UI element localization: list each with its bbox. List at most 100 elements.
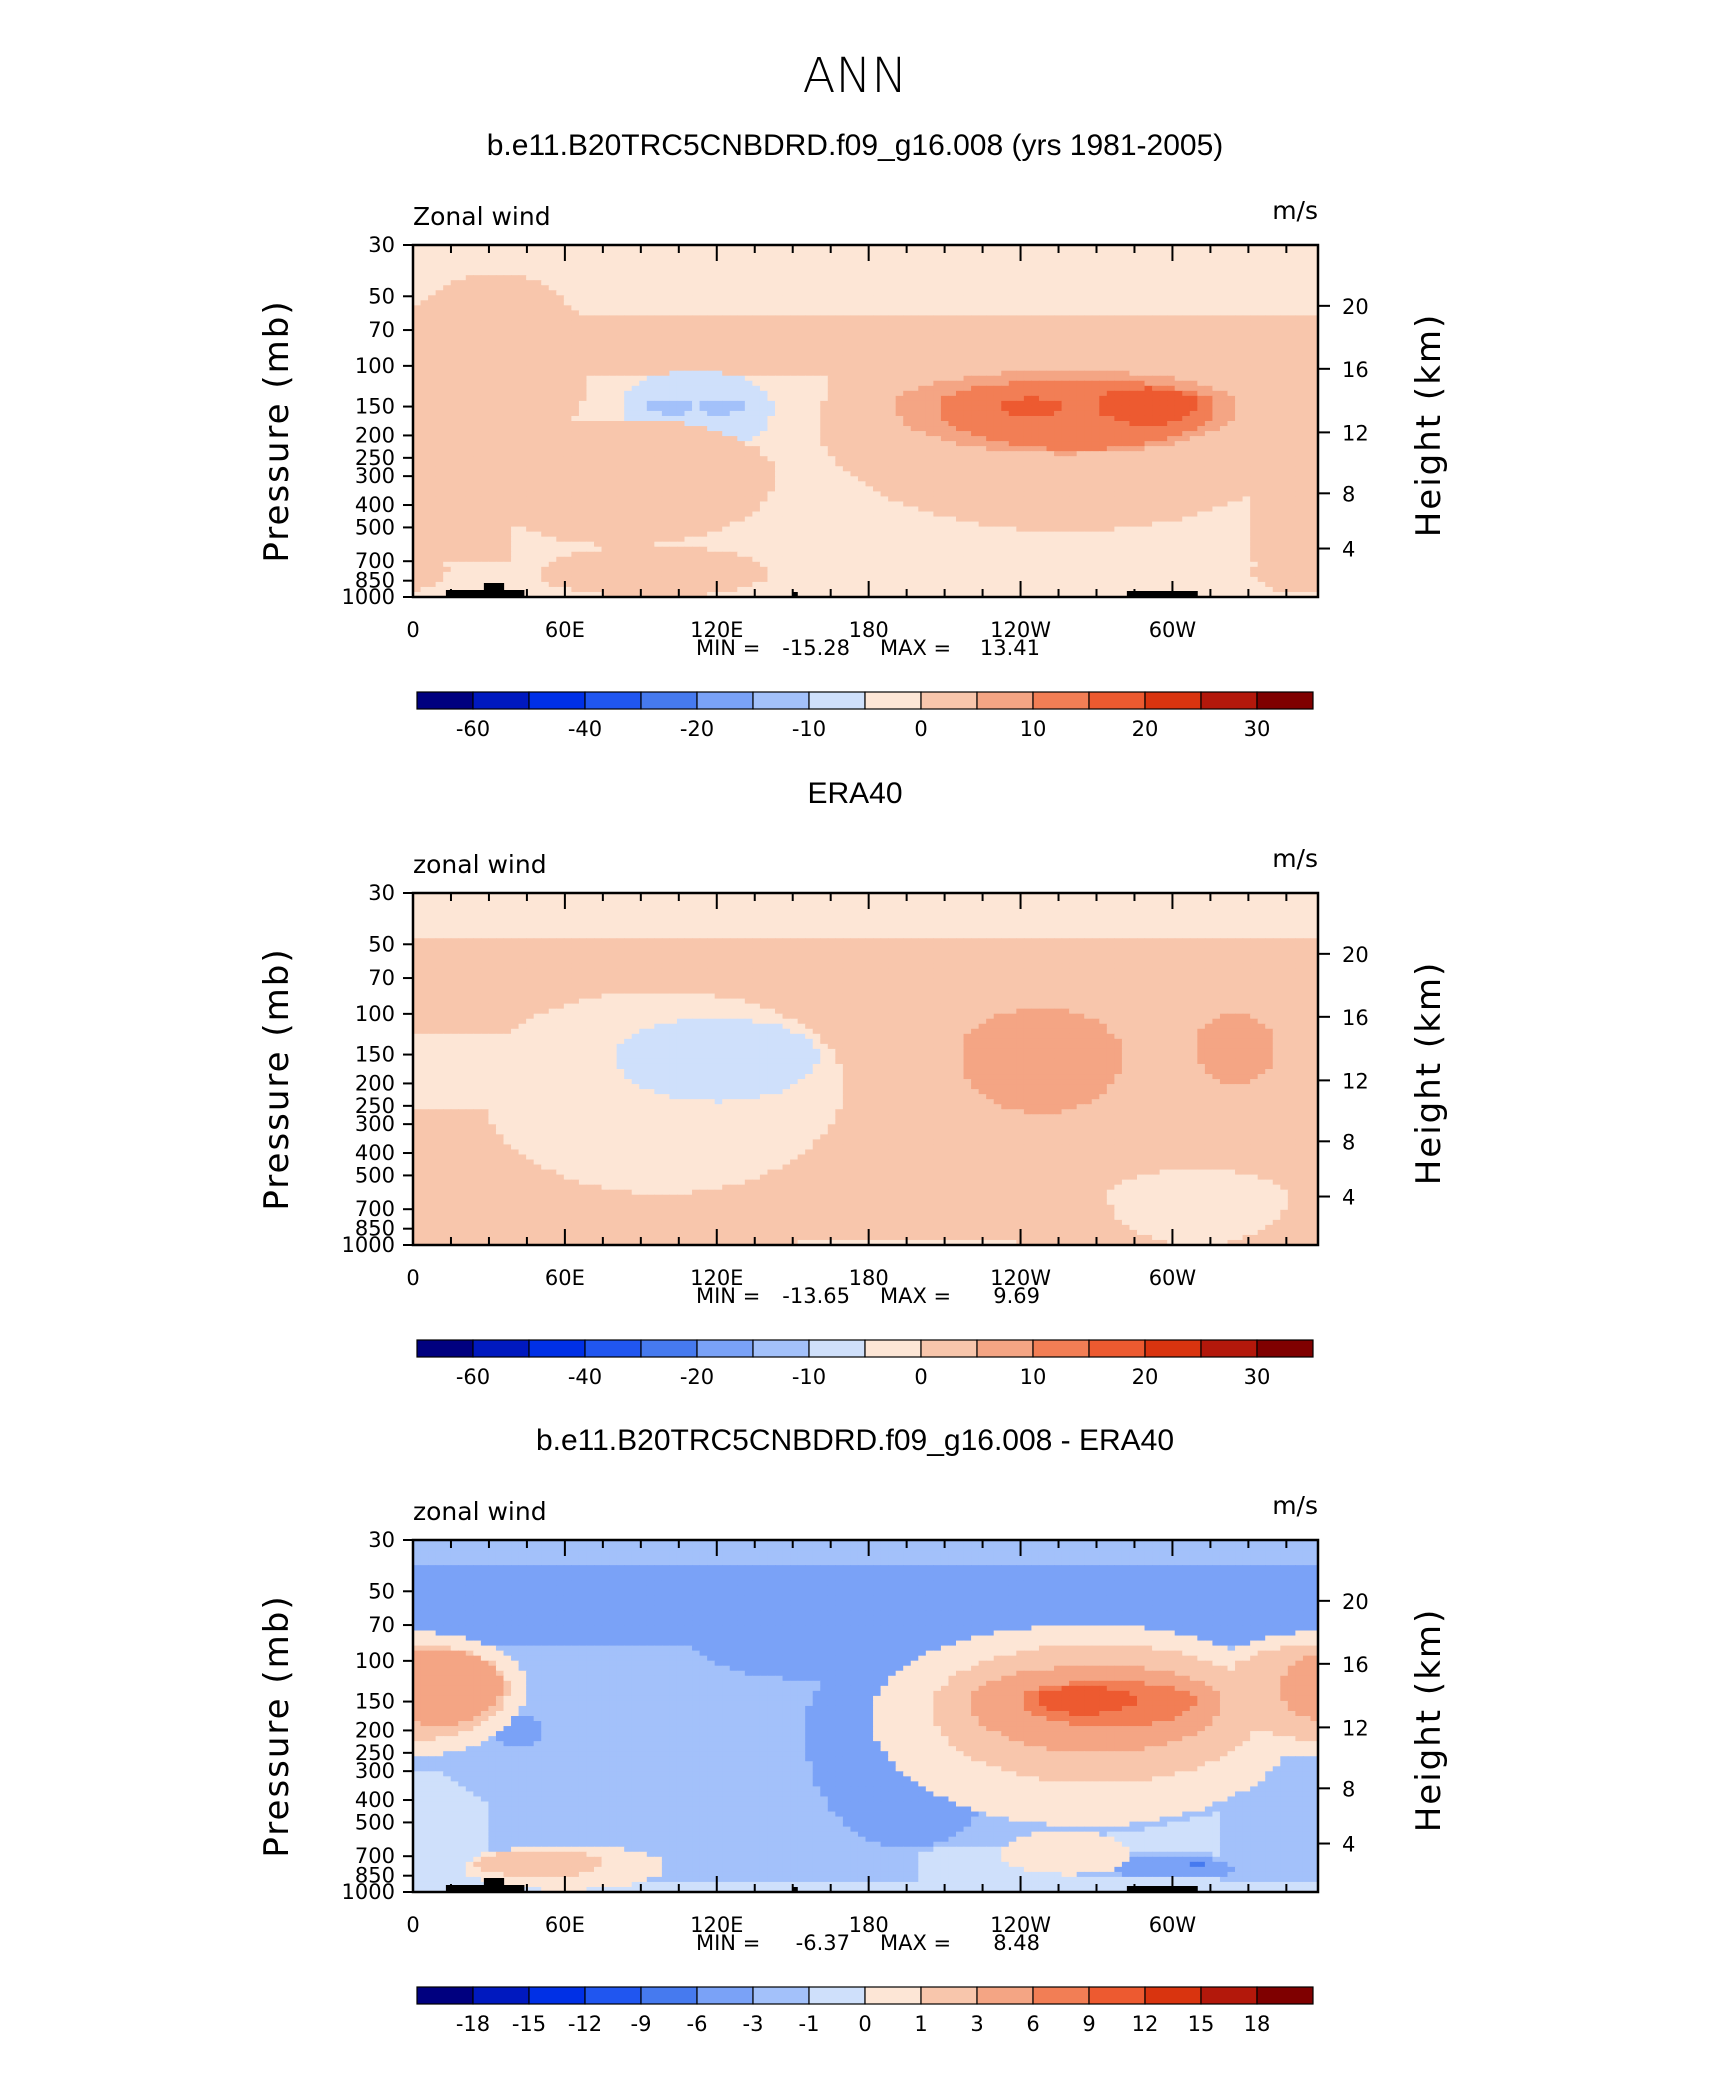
field-cell xyxy=(707,260,716,266)
field-cell xyxy=(692,395,701,402)
field-cell xyxy=(880,345,889,352)
field-cell xyxy=(684,275,693,281)
field-cell xyxy=(556,285,565,291)
field-cell xyxy=(971,370,980,377)
field-cell xyxy=(1023,250,1033,256)
field-cell xyxy=(495,451,505,457)
field-cell xyxy=(1061,431,1070,437)
field-cell xyxy=(548,380,557,387)
field-cell xyxy=(1272,330,1281,337)
field-cell xyxy=(1295,245,1304,251)
field-cell xyxy=(790,415,799,422)
field-cell xyxy=(1219,446,1229,452)
field-cell xyxy=(480,300,490,306)
field-cell xyxy=(1189,270,1198,276)
field-cell xyxy=(556,325,565,332)
field-cell xyxy=(458,370,467,377)
field-cell xyxy=(737,260,746,266)
field-cell xyxy=(752,395,761,402)
field-cell xyxy=(556,415,565,422)
field-cell xyxy=(910,265,919,271)
field-cell xyxy=(1069,395,1078,402)
field-cell xyxy=(1242,441,1251,447)
field-cell xyxy=(571,300,580,306)
field-cell xyxy=(669,320,678,327)
field-cell xyxy=(586,260,595,266)
field-cell xyxy=(737,280,746,286)
field-cell xyxy=(722,315,731,322)
field-cell xyxy=(1114,436,1123,442)
field-cell xyxy=(548,270,557,276)
field-cell xyxy=(503,365,512,372)
field-cell xyxy=(722,390,731,397)
field-cell xyxy=(676,285,686,291)
field-cell xyxy=(1242,290,1251,296)
field-cell xyxy=(616,255,625,261)
field-cell xyxy=(820,275,829,281)
field-cell xyxy=(1212,250,1221,256)
field-cell xyxy=(827,405,836,412)
field-cell xyxy=(759,350,769,357)
field-cell xyxy=(1023,405,1033,412)
field-cell xyxy=(503,360,512,367)
field-cell xyxy=(488,280,497,286)
field-cell xyxy=(978,421,987,427)
field-cell xyxy=(812,426,821,432)
field-cell xyxy=(986,345,995,352)
field-cell xyxy=(1280,340,1289,347)
field-cell xyxy=(1137,380,1146,387)
field-cell xyxy=(1144,300,1153,306)
field-cell xyxy=(956,315,965,322)
field-cell xyxy=(782,260,791,266)
field-cell xyxy=(993,395,1002,402)
field-cell xyxy=(654,405,663,412)
field-cell xyxy=(541,250,550,256)
field-cell xyxy=(1287,350,1296,357)
field-cell xyxy=(857,280,867,286)
field-cell xyxy=(571,380,580,387)
field-cell xyxy=(1302,260,1312,266)
field-cell xyxy=(767,305,776,311)
field-cell xyxy=(827,400,836,407)
field-cell xyxy=(903,310,912,316)
field-cell xyxy=(1182,380,1191,387)
field-cell xyxy=(556,320,565,327)
field-cell xyxy=(1046,250,1055,256)
field-cell xyxy=(654,295,663,301)
field-cell xyxy=(631,245,640,251)
field-cell xyxy=(609,290,618,296)
field-cell xyxy=(1069,446,1078,452)
field-cell xyxy=(797,365,806,372)
field-cell xyxy=(1287,305,1296,311)
field-cell xyxy=(533,335,542,342)
field-cell xyxy=(707,380,716,387)
field-cell xyxy=(948,355,957,362)
field-cell xyxy=(1204,355,1214,362)
field-cell xyxy=(699,295,708,301)
field-cell xyxy=(571,405,580,412)
field-cell xyxy=(918,410,927,417)
field-cell xyxy=(526,290,535,296)
field-cell xyxy=(759,380,769,387)
field-cell xyxy=(1076,426,1085,432)
field-cell xyxy=(782,315,791,322)
field-cell xyxy=(480,360,490,367)
field-cell xyxy=(1272,285,1281,291)
field-cell xyxy=(948,350,957,357)
field-cell xyxy=(1280,441,1289,447)
panel-left-label: Zonal wind xyxy=(413,202,551,231)
field-cell xyxy=(1182,355,1191,362)
field-cell xyxy=(1302,340,1312,347)
field-cell xyxy=(1091,431,1100,437)
field-cell xyxy=(1031,375,1040,382)
field-cell xyxy=(1227,255,1236,261)
field-cell xyxy=(526,265,535,271)
field-cell xyxy=(571,436,580,442)
field-cell xyxy=(1054,380,1063,387)
field-cell xyxy=(495,285,505,291)
field-cell xyxy=(775,255,784,261)
field-cell xyxy=(654,365,663,372)
field-cell xyxy=(744,395,753,402)
field-cell xyxy=(1204,320,1214,327)
field-cell xyxy=(1295,395,1304,402)
